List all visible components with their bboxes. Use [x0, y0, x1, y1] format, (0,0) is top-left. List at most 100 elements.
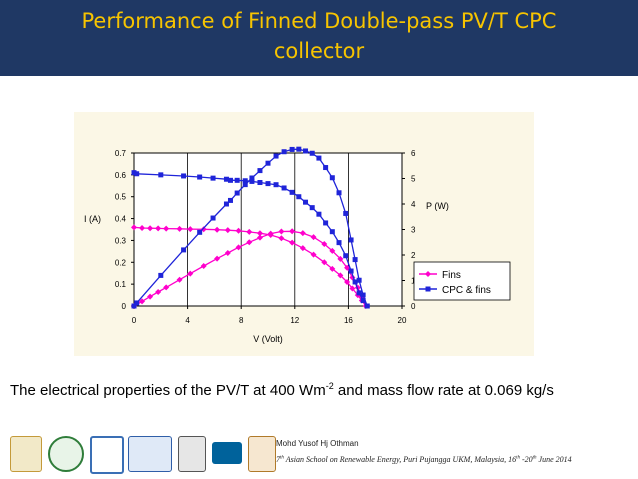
- data-point-fins: [321, 259, 328, 266]
- data-point-cpc-fins: [425, 286, 431, 292]
- data-point-cpc-fins: [131, 303, 137, 309]
- data-point-fins: [246, 239, 253, 246]
- data-point-cpc-fins: [257, 168, 263, 174]
- data-point-cpc-fins: [352, 279, 358, 285]
- data-point-fins: [267, 230, 274, 237]
- legend-label: CPC & fins: [442, 285, 491, 296]
- x-tick-label: 16: [344, 316, 353, 325]
- data-point-cpc-fins: [360, 298, 366, 304]
- data-point-fins: [278, 228, 285, 235]
- event-sup-1: th: [280, 455, 284, 461]
- event-sup-2: th: [516, 455, 520, 461]
- data-point-fins: [155, 288, 162, 295]
- data-point-fins: [224, 249, 231, 256]
- round-seal-logo: [48, 436, 84, 472]
- data-point-fins: [155, 225, 162, 232]
- data-point-cpc-fins: [234, 190, 240, 196]
- data-point-fins: [299, 245, 306, 252]
- data-point-fins: [187, 226, 194, 233]
- ieee-logo: [212, 442, 242, 464]
- data-point-cpc-fins: [181, 173, 187, 179]
- data-point-fins: [349, 285, 356, 292]
- data-point-cpc-fins: [336, 240, 342, 246]
- y-left-tick-label: 0.5: [115, 193, 127, 202]
- data-point-fins: [278, 235, 285, 242]
- data-point-cpc-fins: [257, 180, 263, 186]
- x-tick-label: 0: [132, 316, 137, 325]
- chart-caption: The electrical properties of the PV/T at…: [10, 381, 554, 399]
- y-left-axis-label: I (A): [84, 214, 101, 224]
- data-point-fins: [147, 225, 154, 232]
- slide-title-line-2: collector: [273, 39, 365, 63]
- y-right-tick-label: 0: [411, 302, 416, 311]
- data-point-cpc-fins: [356, 290, 362, 296]
- data-point-cpc-fins: [289, 146, 295, 152]
- akademi-sains-logo: [248, 436, 276, 472]
- x-axis-label: V (Volt): [253, 334, 283, 344]
- y-left-tick-label: 0: [122, 302, 127, 311]
- data-point-fins: [310, 251, 317, 258]
- data-point-fins: [200, 262, 207, 269]
- data-point-cpc-fins: [134, 300, 140, 306]
- data-point-cpc-fins: [309, 205, 315, 211]
- data-point-cpc-fins: [281, 149, 287, 155]
- data-point-fins: [214, 226, 221, 233]
- footer-author: Mohd Yusof Hj Othman: [276, 439, 359, 448]
- data-point-fins: [289, 228, 296, 235]
- data-point-fins: [224, 227, 231, 234]
- data-point-cpc-fins: [296, 194, 302, 200]
- slide-title-line-1: Performance of Finned Double-pass PV/T C…: [81, 9, 557, 33]
- data-point-cpc-fins: [227, 177, 233, 183]
- ser-logo: [128, 436, 172, 472]
- legend-label: Fins: [442, 270, 461, 281]
- data-point-cpc-fins: [197, 174, 203, 180]
- data-point-cpc-fins: [265, 160, 271, 166]
- data-point-cpc-fins: [343, 210, 349, 216]
- data-point-cpc-fins: [348, 268, 354, 274]
- x-tick-label: 4: [185, 316, 190, 325]
- y-left-tick-label: 0.1: [115, 280, 127, 289]
- data-point-fins: [425, 271, 431, 277]
- data-point-cpc-fins: [242, 178, 248, 184]
- data-point-cpc-fins: [158, 172, 164, 178]
- data-point-cpc-fins: [227, 197, 233, 203]
- y-left-tick-label: 0.4: [115, 215, 127, 224]
- footer-event: 7th Asian School on Renewable Energy, Pu…: [276, 455, 572, 464]
- data-point-cpc-fins: [289, 189, 295, 195]
- slide-title: Performance of Finned Double-pass PV/T C…: [0, 6, 638, 66]
- data-point-cpc-fins: [210, 175, 216, 181]
- data-point-fins: [321, 241, 328, 248]
- data-point-cpc-fins: [249, 175, 255, 181]
- data-point-fins: [329, 247, 336, 254]
- data-point-fins: [344, 278, 351, 285]
- data-point-cpc-fins: [223, 176, 229, 182]
- data-point-cpc-fins: [210, 215, 216, 221]
- data-point-cpc-fins: [158, 272, 164, 278]
- y-left-tick-label: 0.7: [115, 149, 127, 158]
- data-point-cpc-fins: [223, 201, 229, 207]
- iv-pv-chart: 0 4 8 12 16 2000.10.20.30.40.50.60.70123456V …: [84, 146, 511, 344]
- y-right-tick-label: 4: [411, 200, 416, 209]
- data-point-fins: [256, 230, 263, 237]
- data-point-fins: [176, 225, 183, 232]
- data-point-cpc-fins: [356, 277, 362, 283]
- data-point-fins: [337, 255, 344, 262]
- data-point-cpc-fins: [309, 150, 315, 156]
- data-point-cpc-fins: [281, 185, 287, 191]
- data-point-cpc-fins: [360, 292, 366, 298]
- data-point-fins: [187, 270, 194, 277]
- chart-container: 0 4 8 12 16 20 0 0.1 0.2 0.3 0.4 0.5 0.6 0.7 0 1 2 3 4 5 6 V …: [74, 112, 534, 356]
- x-tick-label: 12: [290, 316, 299, 325]
- data-point-cpc-fins: [181, 247, 187, 253]
- data-point-fins: [163, 284, 170, 291]
- event-text-3: -20: [519, 455, 533, 464]
- data-point-cpc-fins: [131, 170, 137, 176]
- data-point-cpc-fins: [323, 220, 329, 226]
- data-point-fins: [131, 224, 137, 231]
- data-point-fins: [344, 264, 351, 271]
- caption-text-end: and mass flow rate at 0.069 kg/s: [333, 382, 554, 399]
- caption-exponent: -2: [325, 381, 334, 391]
- data-point-fins: [139, 224, 146, 231]
- data-point-fins: [214, 255, 221, 262]
- data-point-cpc-fins: [329, 175, 335, 181]
